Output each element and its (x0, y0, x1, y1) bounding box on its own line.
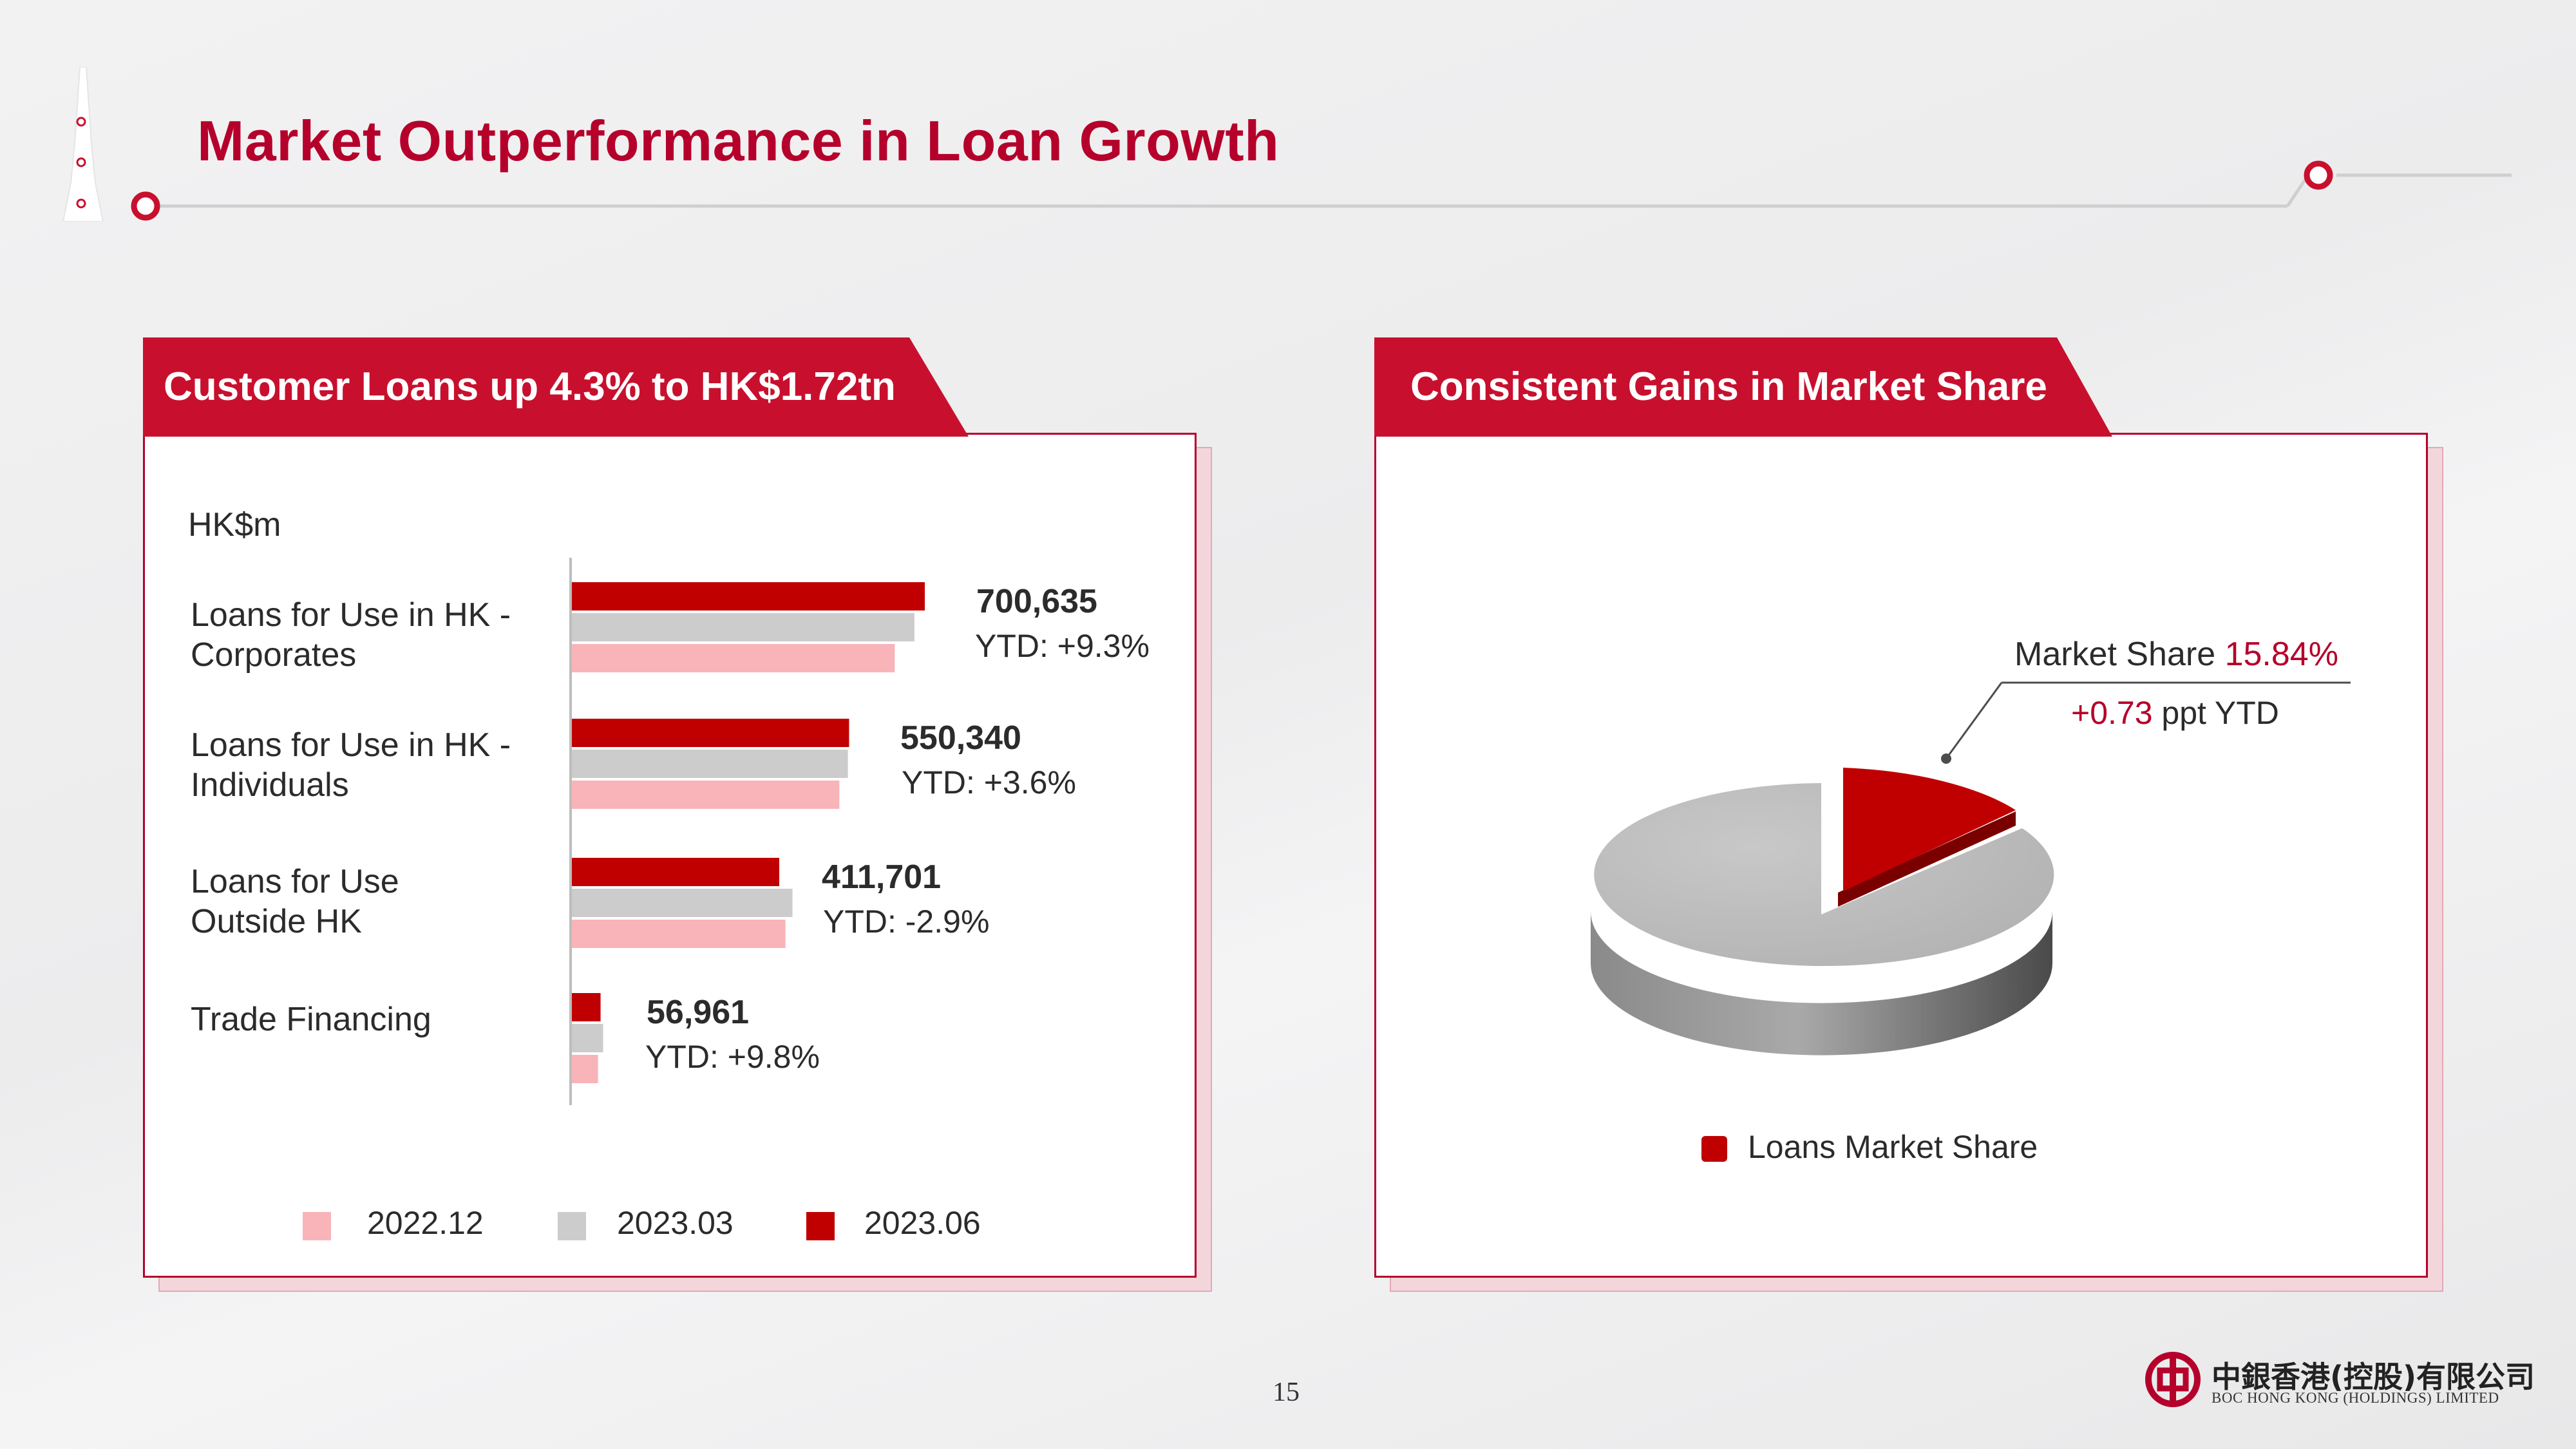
bar-ytd-label: YTD: +9.8% (645, 1039, 820, 1075)
bar-ytd-label: YTD: +9.3% (975, 628, 1150, 664)
bar-2022-12 (572, 644, 895, 672)
category-label: Trade Financing (191, 999, 431, 1039)
category-label-line: Loans for Use in HK - (191, 596, 511, 634)
pie-slice-other-side (1591, 911, 2052, 1056)
logo-text-en: BOC HONG KONG (HOLDINGS) LIMITED (2211, 1390, 2499, 1406)
right-panel-header: Consistent Gains in Market Share (1410, 365, 2047, 409)
legend-label-2023-06: 2023.06 (864, 1205, 981, 1241)
page-number: 15 (1273, 1378, 1300, 1407)
bar-2023-06 (572, 993, 601, 1021)
category-label-line: Outside HK (191, 903, 362, 940)
pie-slice-other (1594, 783, 2054, 966)
left-panel (143, 433, 1197, 1278)
change-value: +0.73 (2071, 695, 2153, 731)
title-divider (131, 160, 2512, 221)
logo-text-cn: 中銀香港(控股)有限公司 (2211, 1359, 2535, 1394)
bar-ytd-label: YTD: -2.9% (823, 904, 990, 940)
boc-logo-icon (2145, 1352, 2201, 1407)
change-suffix: ppt YTD (2152, 695, 2279, 731)
bar-value-label: 56,961 (647, 994, 750, 1031)
market-share-pie-chart (1591, 768, 2054, 1056)
legend-swatch-2023-06 (806, 1212, 835, 1240)
bar-2023-03 (572, 1024, 603, 1052)
bar-2022-12 (572, 781, 840, 809)
bar-value-label: 550,340 (900, 719, 1021, 757)
boc-tower-icon (62, 67, 104, 222)
annotation-value: 15.84% (2224, 636, 2338, 673)
annotation-leader-line (1941, 681, 2351, 764)
bar-2022-12 (572, 1055, 598, 1083)
legend-label-2023-03: 2023.03 (617, 1205, 734, 1241)
unit-label: HK$m (188, 506, 281, 544)
bar-2023-03 (572, 889, 793, 917)
page-title: Market Outperformance in Loan Growth (197, 109, 1280, 173)
bar-2023-06 (572, 858, 780, 886)
market-share-change: +0.73 ppt YTD (2071, 694, 2279, 732)
legend-swatch-2023-03 (558, 1212, 586, 1240)
annotation-prefix: Market Share (2014, 636, 2225, 673)
category-label-line: Corporates (191, 636, 357, 674)
bar-value-label: 411,701 (822, 858, 942, 896)
bar-2023-06 (572, 719, 849, 747)
category-label: Loans for Use Outside HK (191, 862, 399, 942)
bar-ytd-label: YTD: +3.6% (902, 764, 1076, 800)
bar-2023-03 (572, 613, 914, 641)
category-label-line: Loans for Use (191, 863, 399, 900)
legend-label-2022-12: 2022.12 (367, 1205, 484, 1241)
category-label: Loans for Use in HK - Corporates (191, 595, 511, 675)
legend-swatch-2022-12 (303, 1212, 331, 1240)
left-panel-header-shape (143, 337, 969, 437)
category-label-line: Individuals (191, 766, 349, 804)
category-label-line: Trade Financing (191, 1001, 431, 1038)
right-panel-header-shape (1374, 337, 2112, 437)
bar-2022-12 (572, 920, 786, 948)
pie-slice-share-side (1838, 811, 2016, 907)
bar-2023-06 (572, 582, 925, 611)
loans-bar-chart (569, 558, 925, 1105)
legend-swatch-market-share (1701, 1136, 1727, 1162)
bar-value-label: 700,635 (976, 583, 1097, 620)
category-label-line: Loans for Use in HK - (191, 726, 511, 764)
bar-2023-03 (572, 750, 848, 778)
market-share-annotation: Market Share 15.84% (2014, 635, 2338, 674)
pie-slice-share (1843, 768, 2016, 891)
legend-label-market-share: Loans Market Share (1748, 1129, 2038, 1165)
category-label: Loans for Use in HK - Individuals (191, 725, 511, 805)
left-panel-header: Customer Loans up 4.3% to HK$1.72tn (164, 365, 896, 409)
